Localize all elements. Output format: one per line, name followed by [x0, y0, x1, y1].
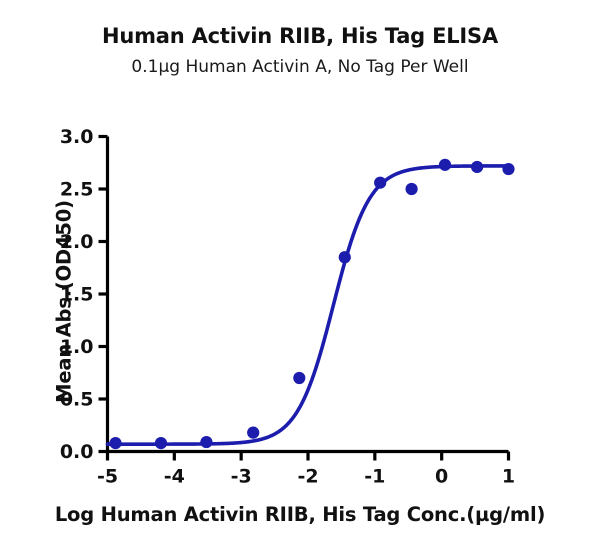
y-tick-label: 1.0	[60, 336, 94, 358]
x-tick-label: 1	[502, 466, 515, 488]
fit-curve	[105, 164, 511, 446]
x-tick-label: -4	[164, 466, 185, 488]
data-point	[502, 162, 515, 176]
axis-lines	[105, 136, 509, 454]
chart-subtitle: 0.1µg Human Activin A, No Tag Per Well	[131, 57, 469, 77]
y-tick-label: 3.0	[60, 126, 94, 148]
data-point	[293, 371, 306, 385]
y-tick-label: 1.5	[60, 284, 94, 306]
y-tick-label: 0.0	[60, 441, 94, 463]
x-tick-label: -1	[364, 466, 385, 488]
y-tick-label: 2.0	[60, 231, 94, 253]
y-tick-label: 2.5	[60, 179, 94, 201]
data-point	[470, 160, 484, 174]
data-points	[109, 158, 515, 450]
y-axis-ticks: 0.0 0.5 1.0 1.5 2.0 2.5 3.0	[60, 126, 108, 463]
x-tick-label: -2	[297, 466, 318, 488]
y-tick-label: 0.5	[60, 389, 94, 411]
data-point	[374, 176, 387, 189]
data-point	[154, 437, 168, 450]
data-point	[109, 437, 122, 450]
x-tick-label: -3	[231, 466, 252, 488]
x-axis-label: Log Human Activin RIIB, His Tag Conc.(µg…	[54, 503, 546, 526]
x-axis-ticks: -5 -4 -3 -2 -1 0 1	[97, 451, 515, 488]
x-tick-label: 0	[435, 466, 448, 488]
x-tick-label: -5	[97, 466, 118, 488]
y-axis-label: Mean Abs.(OD450)	[52, 200, 76, 403]
data-point	[200, 435, 213, 449]
data-point	[247, 426, 260, 439]
data-point	[438, 158, 452, 171]
data-point	[338, 251, 351, 264]
data-point	[405, 182, 418, 196]
chart-title: Human Activin RIIB, His Tag ELISA	[101, 24, 499, 48]
